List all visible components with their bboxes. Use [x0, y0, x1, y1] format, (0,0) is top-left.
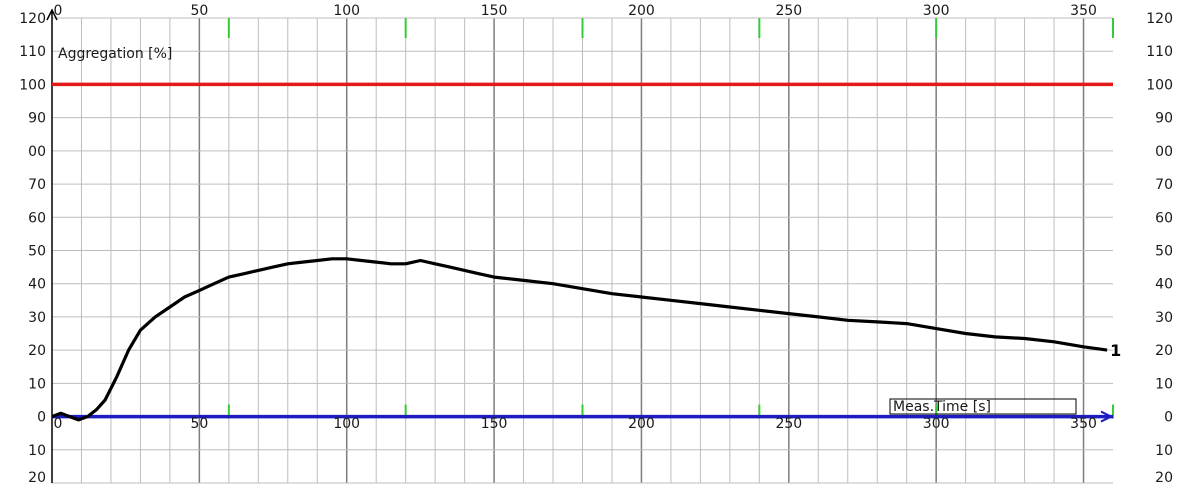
- x-tick-label-top: 200: [628, 3, 655, 19]
- y-tick-label-left: 110: [19, 44, 46, 60]
- data-series: 1: [51, 257, 1121, 422]
- x-tick-label-bottom: 150: [481, 416, 508, 432]
- y-tick-label-left: 50: [28, 244, 46, 260]
- tick-labels: 0050501001001501502002002502503003003503…: [19, 3, 1173, 486]
- y-tick-label-right: 60: [1155, 210, 1173, 226]
- y-tick-label-left: 00: [28, 144, 46, 160]
- y-tick-label-right: 90: [1155, 111, 1173, 127]
- curve-end-label: 1: [1110, 341, 1121, 360]
- y-tick-label-left: 70: [28, 177, 46, 193]
- y-tick-label-right: 10: [1155, 443, 1173, 459]
- x-tick-label-top: 150: [481, 3, 508, 19]
- x-axis-label: Meas.Time [s]: [893, 399, 991, 415]
- x-tick-label-top: 100: [333, 3, 360, 19]
- y-tick-label-left: 90: [28, 111, 46, 127]
- y-tick-label-left: 10: [28, 443, 46, 459]
- y-tick-label-right: 110: [1146, 44, 1173, 60]
- x-tick-label-top: 0: [54, 3, 63, 19]
- x-tick-label-bottom: 300: [923, 416, 950, 432]
- y-tick-label-right: 50: [1155, 244, 1173, 260]
- x-axis-label-box: [889, 398, 1077, 415]
- x-tick-label-bottom: 200: [628, 416, 655, 432]
- x-tick-label-bottom: 50: [190, 416, 208, 432]
- y-tick-label-right: 70: [1155, 177, 1173, 193]
- y-tick-label-left: 60: [28, 210, 46, 226]
- x-tick-label-top: 350: [1070, 3, 1097, 19]
- y-tick-label-left: 0: [37, 410, 46, 426]
- y-tick-label-right: 10: [1155, 376, 1173, 392]
- y-tick-label-left: 40: [28, 277, 46, 293]
- x-axis-arrow: [1100, 410, 1114, 423]
- reference-lines: [52, 82, 1114, 423]
- y-tick-label-right: 0: [1164, 410, 1173, 426]
- y-tick-label-left: 10: [28, 376, 46, 392]
- y-axis-label: Aggregation [%]: [58, 46, 172, 62]
- y-tick-label-left: 100: [19, 77, 46, 93]
- y-tick-label-right: 00: [1155, 144, 1173, 160]
- x-tick-label-bottom: 100: [333, 416, 360, 432]
- x-tick-label-top: 300: [923, 3, 950, 19]
- y-tick-label-right: 40: [1155, 277, 1173, 293]
- y-tick-label-right: 100: [1146, 77, 1173, 93]
- x-tick-label-bottom: 350: [1070, 416, 1097, 432]
- y-tick-label-left: 20: [28, 343, 46, 359]
- x-tick-label-bottom: 250: [775, 416, 802, 432]
- x-tick-label-top: 50: [190, 3, 208, 19]
- y-tick-label-right: 30: [1155, 310, 1173, 326]
- y-tick-label-right: 20: [1155, 343, 1173, 359]
- y-tick-label-left: 30: [28, 310, 46, 326]
- y-tick-label-left: 20: [28, 470, 46, 486]
- y-tick-label-right: 120: [1146, 11, 1173, 27]
- aggregation-curve: [51, 257, 1108, 422]
- y-axis-arrow: [46, 8, 58, 21]
- x-tick-label-top: 250: [775, 3, 802, 19]
- y-tick-label-right: 20: [1155, 470, 1173, 486]
- x-tick-label-bottom: 0: [54, 416, 63, 432]
- y-tick-label-left: 120: [19, 11, 46, 27]
